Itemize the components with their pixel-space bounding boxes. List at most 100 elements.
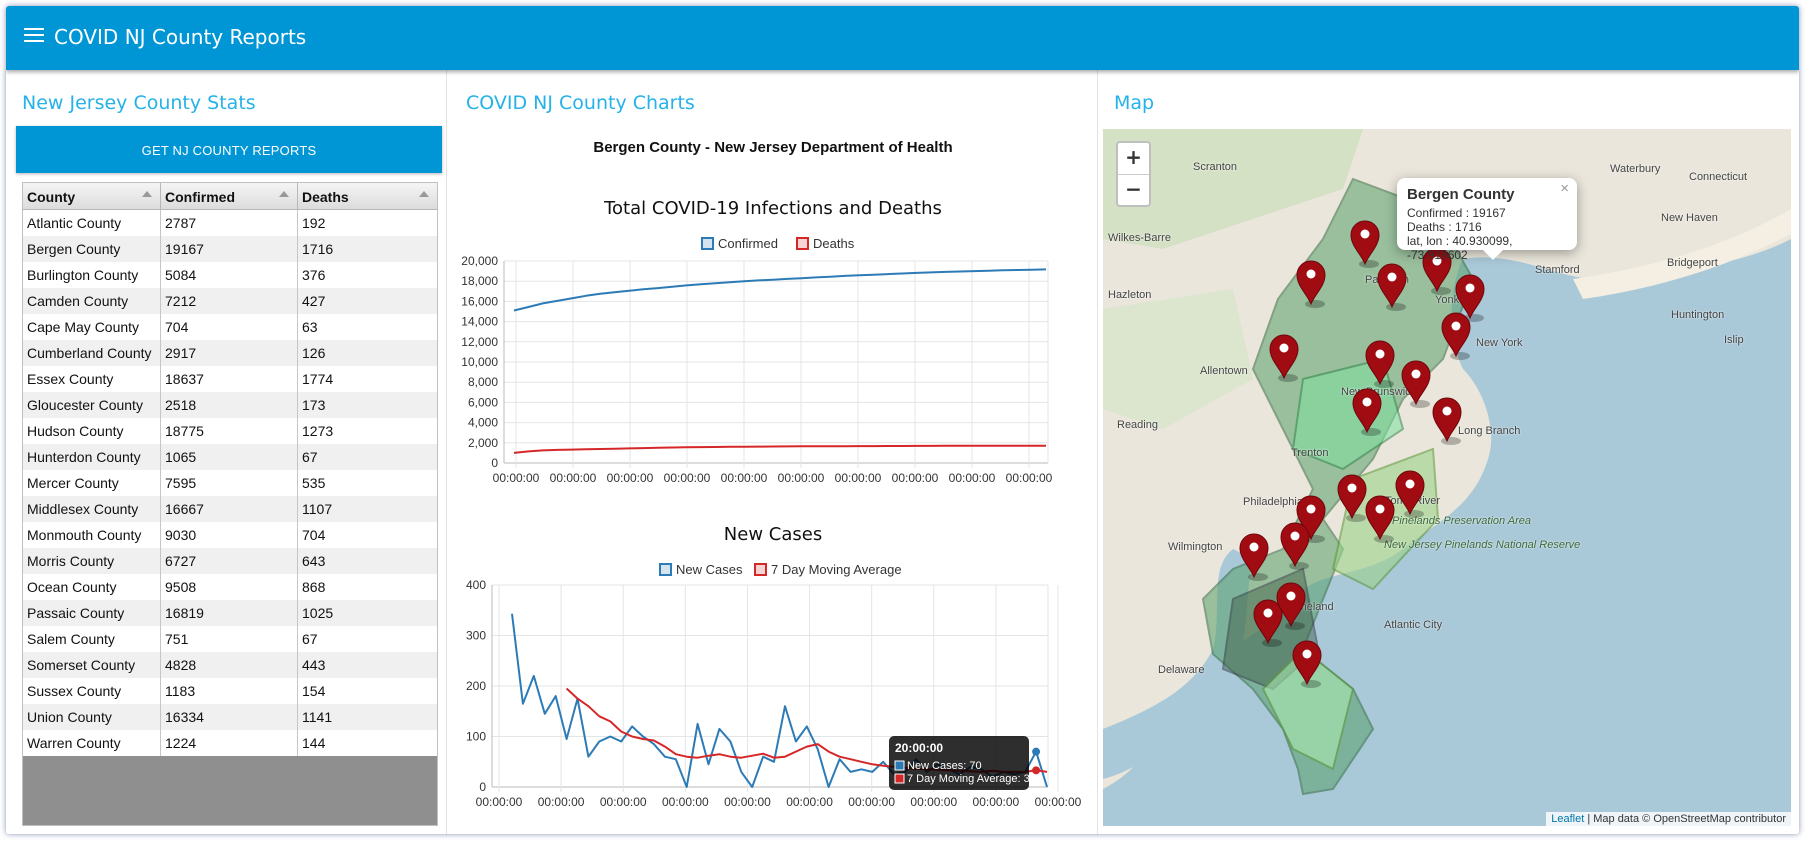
leaflet-link[interactable]: Leaflet	[1551, 813, 1585, 825]
map-marker-icon[interactable]	[1276, 582, 1306, 630]
leaflet-map[interactable]: Scranton Wilkes-Barre Hazleton Allentown Rea…	[1103, 129, 1791, 826]
map-place-label: Waterbury	[1610, 163, 1661, 175]
map-marker-icon[interactable]	[1239, 533, 1269, 581]
cell-confirmed: 1183	[161, 678, 298, 704]
table-row[interactable]: Hudson County 18775 1273	[23, 418, 437, 444]
forest-area	[1103, 289, 1253, 429]
map-marker-icon[interactable]	[1296, 260, 1326, 308]
table-row[interactable]: Morris County 6727 643	[23, 548, 437, 574]
sort-arrow-icon	[419, 191, 429, 197]
map-marker-icon[interactable]	[1365, 495, 1395, 543]
table-row[interactable]: Cape May County 704 63	[23, 314, 437, 340]
cell-deaths: 1025	[302, 605, 334, 621]
map-place-label: New Jersey Pinelands National Reserve	[1384, 539, 1581, 551]
cell-county: Middlesex County	[23, 496, 161, 522]
table-row[interactable]: Burlington County 5084 376	[23, 262, 437, 288]
table-row[interactable]: Somerset County 4828 443	[23, 652, 437, 678]
x-tick-label: 00:00:00	[600, 795, 647, 809]
map-marker-icon[interactable]	[1296, 495, 1326, 543]
grid-header: County Confirmed Deaths	[23, 183, 437, 210]
map-place-label: Allentown	[1200, 365, 1248, 377]
map-marker-icon[interactable]	[1365, 340, 1395, 388]
table-row[interactable]: Bergen County 19167 1716	[23, 236, 437, 262]
chart-tooltip	[889, 736, 1029, 790]
cell-confirmed: 18775	[161, 418, 298, 444]
cell-confirmed: 9030	[161, 522, 298, 548]
x-tick-label: 00:00:00	[786, 795, 833, 809]
legend-swatch	[659, 563, 672, 576]
cell-deaths: 443	[302, 657, 326, 673]
map-marker-icon[interactable]	[1280, 522, 1310, 570]
popup-latlon: lat, lon : 40.930099, -73.918602	[1407, 234, 1513, 262]
table-row[interactable]: Mercer County 7595 535	[23, 470, 437, 496]
map-marker-icon[interactable]	[1395, 470, 1425, 518]
x-tick-label: 00:00:00	[493, 471, 540, 485]
x-tick-label: 00:00:00	[910, 795, 957, 809]
cell-deaths: 63	[302, 319, 318, 335]
cell-deaths: 1107	[302, 501, 333, 517]
x-tick-label: 00:00:00	[949, 471, 996, 485]
zoom-control: + −	[1116, 141, 1151, 207]
menu-icon[interactable]	[24, 28, 44, 44]
map-place-label: New Haven	[1661, 212, 1718, 224]
map-marker-icon[interactable]	[1269, 334, 1299, 382]
table-row[interactable]: Middlesex County 16667 1107	[23, 496, 437, 522]
y-tick-label: 4,000	[468, 416, 498, 430]
map-place-label: Hazleton	[1108, 289, 1152, 301]
map-marker-icon[interactable]	[1292, 640, 1322, 688]
cell-county: Gloucester County	[23, 392, 161, 418]
map-marker-icon[interactable]	[1441, 312, 1471, 360]
table-row[interactable]: Union County 16334 1141	[23, 704, 437, 730]
table-row[interactable]: Monmouth County 9030 704	[23, 522, 437, 548]
table-row[interactable]: Gloucester County 2518 173	[23, 392, 437, 418]
map-marker-icon[interactable]	[1337, 474, 1367, 522]
legend-swatch	[754, 563, 767, 576]
zoom-in-button[interactable]: +	[1118, 143, 1149, 175]
table-row[interactable]: Hunterdon County 1065 67	[23, 444, 437, 470]
map-marker-icon[interactable]	[1352, 388, 1382, 436]
delaware-bay	[1103, 549, 1253, 779]
cell-confirmed: 704	[161, 314, 298, 340]
map-marker-icon[interactable]	[1401, 360, 1431, 408]
cell-confirmed: 16819	[161, 600, 298, 626]
table-row[interactable]: Atlantic County 2787 192	[23, 210, 437, 236]
y-tick-label: 10,000	[461, 355, 498, 369]
y-tick-label: 18,000	[461, 274, 498, 288]
popup-deaths: Deaths : 1716	[1407, 220, 1482, 234]
table-row[interactable]: Cumberland County 2917 126	[23, 340, 437, 366]
column-header-deaths[interactable]: Deaths	[298, 183, 437, 209]
table-row[interactable]: Ocean County 9508 868	[23, 574, 437, 600]
cell-county: Burlington County	[23, 262, 161, 288]
cell-confirmed: 2518	[161, 392, 298, 418]
cell-confirmed: 6727	[161, 548, 298, 574]
new-cases-chart: New Cases New Cases 7 Day Moving Average 0 1…	[466, 524, 1082, 809]
table-row[interactable]: Camden County 7212 427	[23, 288, 437, 314]
y-tick-label: 400	[466, 578, 486, 592]
table-row[interactable]: Essex County 18637 1774	[23, 366, 437, 392]
map-marker-icon[interactable]	[1350, 220, 1380, 268]
map-marker-icon[interactable]	[1377, 263, 1407, 311]
map-marker-icon[interactable]	[1253, 599, 1283, 647]
column-header-confirmed[interactable]: Confirmed	[161, 183, 298, 209]
get-reports-button[interactable]: GET NJ COUNTY REPORTS	[16, 126, 442, 173]
cell-deaths: 67	[302, 631, 318, 647]
table-row[interactable]: Sussex County 1183 154	[23, 678, 437, 704]
chart-title: Total COVID-19 Infections and Deaths	[603, 198, 942, 219]
table-row[interactable]: Warren County 1224 144	[23, 730, 437, 756]
map-place-label: Bridgeport	[1667, 257, 1718, 269]
table-row[interactable]: Salem County 751 67	[23, 626, 437, 652]
table-row[interactable]: Passaic County 16819 1025	[23, 600, 437, 626]
cell-county: Morris County	[23, 548, 161, 574]
cell-confirmed: 1065	[161, 444, 298, 470]
map-marker-icon[interactable]	[1432, 397, 1462, 445]
map-marker-icon[interactable]	[1455, 274, 1485, 322]
cell-county: Mercer County	[23, 470, 161, 496]
popup-close-icon[interactable]: ×	[1560, 180, 1569, 197]
zoom-out-button[interactable]: −	[1125, 177, 1142, 201]
x-tick-label: 00:00:00	[664, 471, 711, 485]
map-place-label: New York	[1476, 337, 1523, 349]
column-header-county[interactable]: County	[23, 183, 161, 209]
cell-deaths: 868	[302, 579, 326, 595]
charts-panel: COVID NJ County Charts	[447, 70, 1097, 834]
map-marker-icon[interactable]	[1422, 247, 1452, 295]
